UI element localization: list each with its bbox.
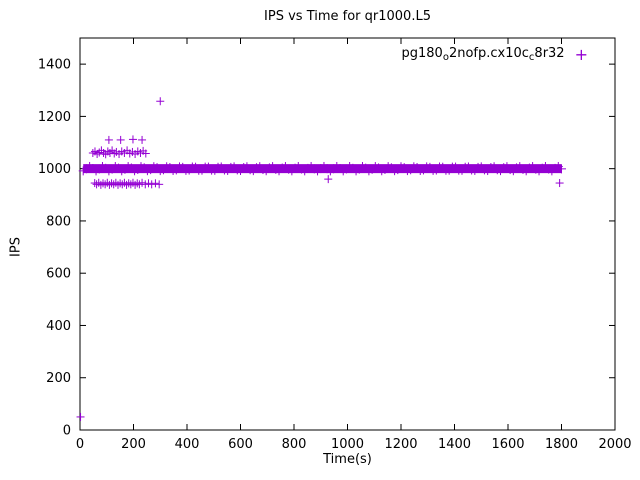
y-tick-label: 1000 xyxy=(38,162,71,177)
x-tick-label: 1200 xyxy=(384,437,417,452)
y-tick-label: 1400 xyxy=(38,58,71,73)
y-tick-label: 200 xyxy=(46,371,71,386)
y-tick-label: 600 xyxy=(46,267,71,282)
legend-label: pg180o2nofp.cx10cc8r32 xyxy=(402,46,565,63)
x-tick-label: 600 xyxy=(228,437,253,452)
x-tick-label: 200 xyxy=(121,437,146,452)
y-tick-label: 800 xyxy=(46,214,71,229)
legend-label-text: pg180 xyxy=(401,46,443,61)
legend-label-subscript: c xyxy=(528,52,535,63)
x-tick-label: 800 xyxy=(282,437,307,452)
chart-title: IPS vs Time for qr1000.L5 xyxy=(264,9,431,24)
y-axis-label: IPS xyxy=(8,237,24,257)
y-tick-label: 400 xyxy=(46,319,71,334)
legend: pg180o2nofp.cx10cc8r32 + xyxy=(402,46,589,63)
x-axis-label: Time(s) xyxy=(323,452,372,467)
x-tick-label: 1600 xyxy=(491,437,524,452)
x-tick-label: 1000 xyxy=(331,437,364,452)
x-tick-label: 1800 xyxy=(545,437,578,452)
plot-border xyxy=(79,37,616,431)
legend-marker-plus-icon: + xyxy=(574,44,588,64)
x-tick-label: 0 xyxy=(76,437,84,452)
x-tick-label: 2000 xyxy=(598,437,631,452)
y-tick-label: 1200 xyxy=(38,110,71,125)
legend-label-text: 8r32 xyxy=(534,46,565,61)
x-tick-label: 400 xyxy=(175,437,200,452)
x-tick-label: 1400 xyxy=(438,437,471,452)
legend-label-text: 2nofp.cx10c xyxy=(448,46,529,61)
y-tick-label: 0 xyxy=(63,424,71,439)
legend-label-subscript: o xyxy=(442,52,449,63)
